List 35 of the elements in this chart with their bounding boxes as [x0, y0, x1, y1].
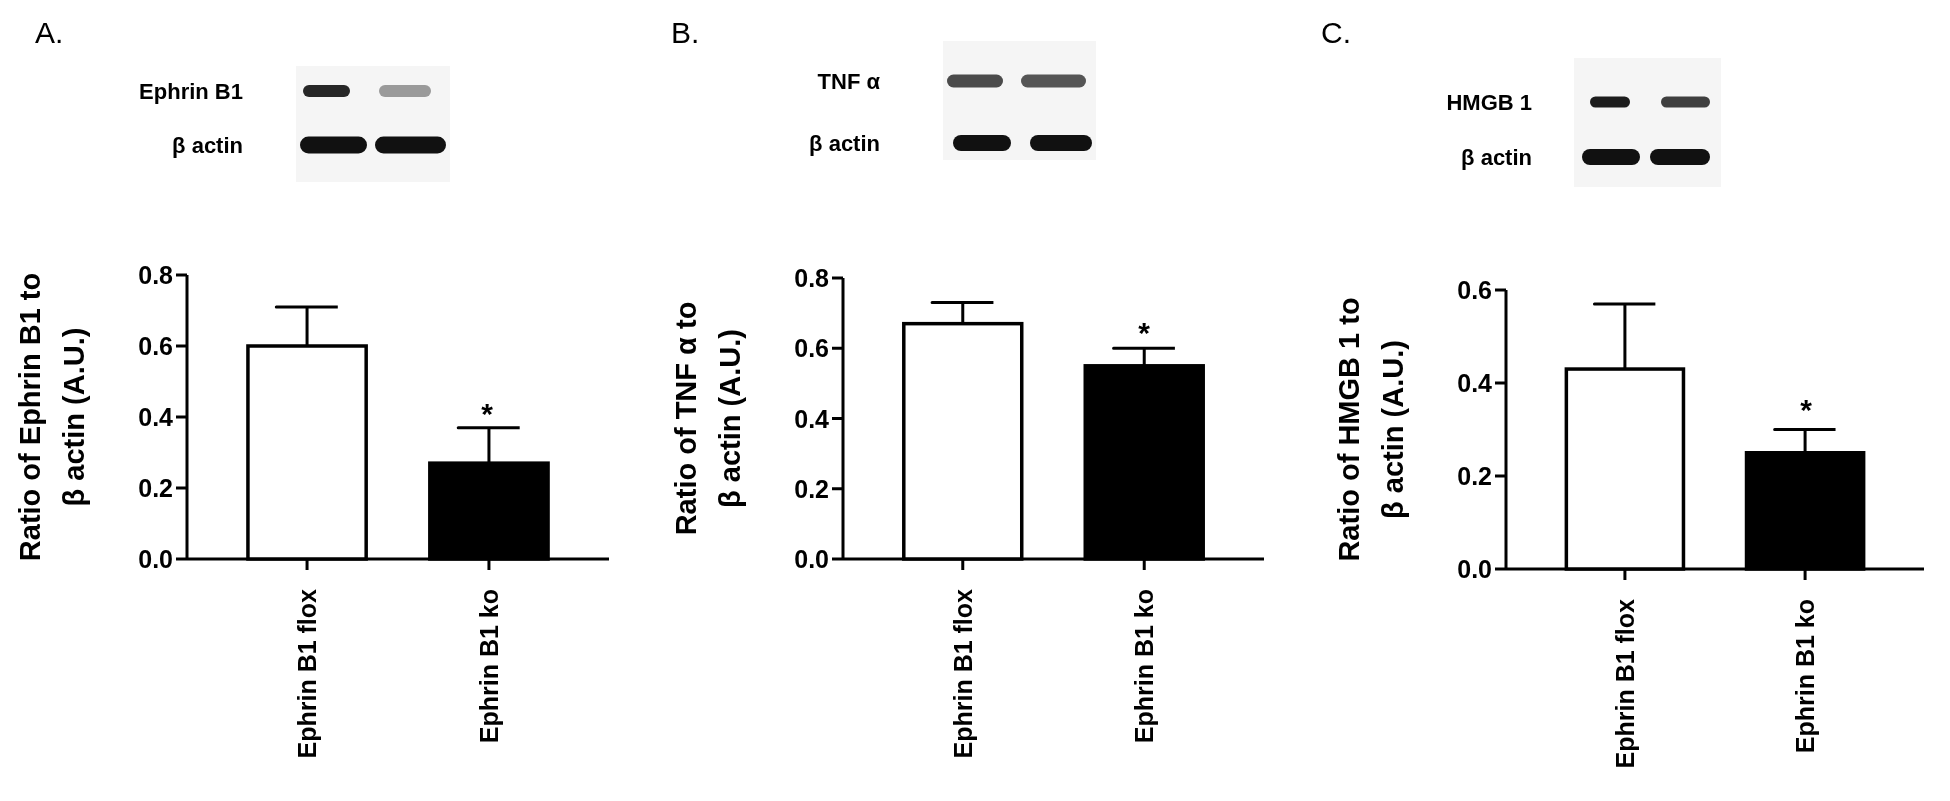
text: β actin [809, 131, 880, 156]
x-tick-label: Ephrin B1 ko [474, 589, 503, 744]
text: HMGB 1 [1446, 90, 1532, 115]
y-axis-title: Ratio of Ephrin B1 to β actin (A.U.) [14, 272, 90, 562]
y-tick-label: 0.6 [1457, 276, 1492, 304]
y-tick-label: 0.2 [1457, 462, 1492, 490]
x-tick-label: Ephrin B1 ko [1791, 599, 1820, 754]
chart-title: C. [1321, 16, 1351, 49]
text: Ephrin B1 [139, 79, 243, 104]
text: β actin [1461, 145, 1532, 170]
y-tick-label: 0.0 [794, 545, 829, 573]
y-tick-label: 0.8 [138, 261, 174, 289]
chart-title: A. [35, 16, 64, 49]
y-axis-title: Ratio of HMGB 1 to β actin (A.U.) [1333, 297, 1409, 562]
text: TNF α [817, 69, 881, 94]
x-tick-label: Ephrin B1 flox [1610, 598, 1639, 769]
chart-title: B. [671, 16, 700, 49]
annotation: * [1138, 316, 1151, 349]
x-tick-label: Ephrin B1 ko [1130, 589, 1159, 744]
y-tick-label: 0.6 [138, 332, 173, 360]
x-tick-label: Ephrin B1 flox [293, 588, 322, 759]
y-tick-label: 0.6 [794, 334, 829, 363]
y-tick-label: 0.4 [1457, 369, 1493, 397]
y-tick-label: 0.2 [794, 474, 829, 503]
y-tick-label: 0.2 [138, 474, 173, 502]
y-tick-label: 0.0 [138, 545, 173, 573]
y-tick-label: 0.4 [794, 404, 830, 433]
text: β actin [172, 133, 243, 158]
y-tick-label: 0.0 [1457, 555, 1492, 583]
y-axis-title: Ratio of TNF α to β actin (A.U.) [670, 301, 746, 536]
y-tick-label: 0.8 [794, 264, 830, 292]
annotation: * [1800, 393, 1813, 426]
y-tick-label: 0.4 [138, 403, 174, 431]
x-tick-label: Ephrin B1 flox [948, 588, 977, 759]
annotation: * [481, 397, 494, 430]
